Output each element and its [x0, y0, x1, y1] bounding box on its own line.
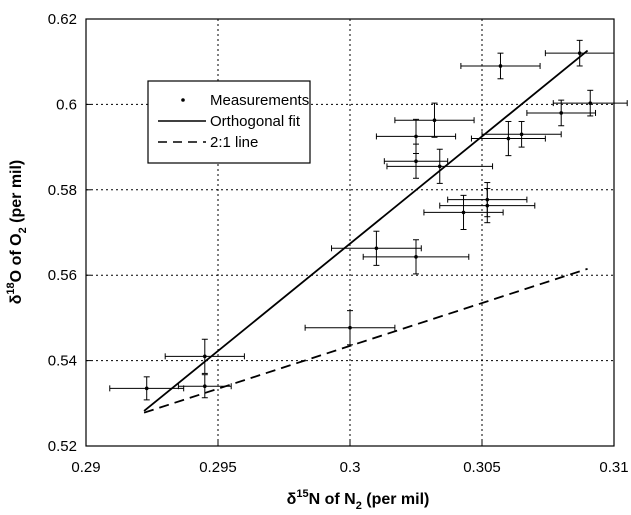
measurement-marker	[437, 164, 442, 169]
orthogonal-fit-line	[143, 49, 589, 412]
legend-label-measurements: Measurements	[210, 92, 309, 109]
y-tick-label: 0.54	[48, 353, 77, 370]
measurement-point	[526, 99, 597, 127]
x-tick-label: 0.295	[199, 459, 237, 476]
measurement-point	[362, 239, 470, 275]
measurement-point	[109, 376, 185, 401]
measurement-point	[481, 120, 562, 148]
measurement-marker	[588, 101, 593, 105]
x-tick-label: 0.31	[599, 459, 628, 476]
measurement-marker	[414, 134, 418, 139]
y-tick-label: 0.52	[48, 438, 77, 455]
x-tick-label: 0.29	[71, 459, 100, 476]
measurement-marker	[414, 159, 418, 163]
measurement-point	[394, 102, 475, 138]
y-tick-label: 0.62	[48, 11, 77, 28]
measurement-point	[386, 148, 494, 184]
measurement-marker	[559, 111, 563, 115]
measurement-marker	[485, 197, 490, 202]
x-tick-label: 0.305	[463, 459, 501, 476]
measurement-point	[331, 230, 422, 266]
measurement-marker	[506, 136, 511, 141]
y-tick-label: 0.58	[48, 182, 77, 199]
fit-lines-layer	[143, 49, 589, 414]
measurement-point	[383, 143, 449, 179]
measurement-point	[470, 120, 546, 157]
measurement-marker	[203, 384, 207, 389]
measurement-point	[423, 194, 504, 231]
measurement-marker	[577, 51, 582, 55]
y-axis-title: δ18O of O2 (per mil)	[5, 160, 29, 305]
measurement-marker	[144, 386, 149, 391]
measurement-point	[304, 310, 396, 346]
x-axis-title: δ15N of N2 (per mil)	[287, 488, 430, 512]
y-tick-label: 0.56	[48, 267, 77, 284]
measurement-marker	[414, 255, 418, 259]
legend-label-orthogonal-fit: Orthogonal fit	[210, 113, 301, 130]
measurement-marker	[498, 64, 503, 68]
measurement-point	[552, 89, 628, 117]
legend-label-2-1-line: 2:1 line	[210, 134, 258, 151]
measurement-marker	[461, 210, 466, 215]
measurement-marker	[374, 246, 379, 251]
legend-marker-measurements	[181, 98, 185, 102]
measurement-marker	[432, 118, 437, 122]
measurement-marker	[519, 132, 524, 137]
y-tick-label: 0.6	[56, 96, 77, 113]
measurement-point	[460, 52, 541, 80]
measurement-point	[544, 39, 615, 67]
measurement-point	[447, 182, 528, 218]
legend-box	[147, 80, 311, 164]
ticks-layer: 0.29 0.295 0.3 0.305 0.31 0.52 0.54 0.56 0.58 0.6…	[48, 11, 629, 476]
measurement-point	[164, 338, 245, 374]
measurement-marker	[203, 354, 207, 359]
measurement-point	[177, 374, 232, 399]
measurement-marker	[348, 325, 352, 330]
x-tick-label: 0.3	[340, 459, 361, 476]
legend: Measurements Orthogonal fit 2:1 line	[147, 80, 311, 164]
two-to-one-line	[143, 267, 588, 414]
